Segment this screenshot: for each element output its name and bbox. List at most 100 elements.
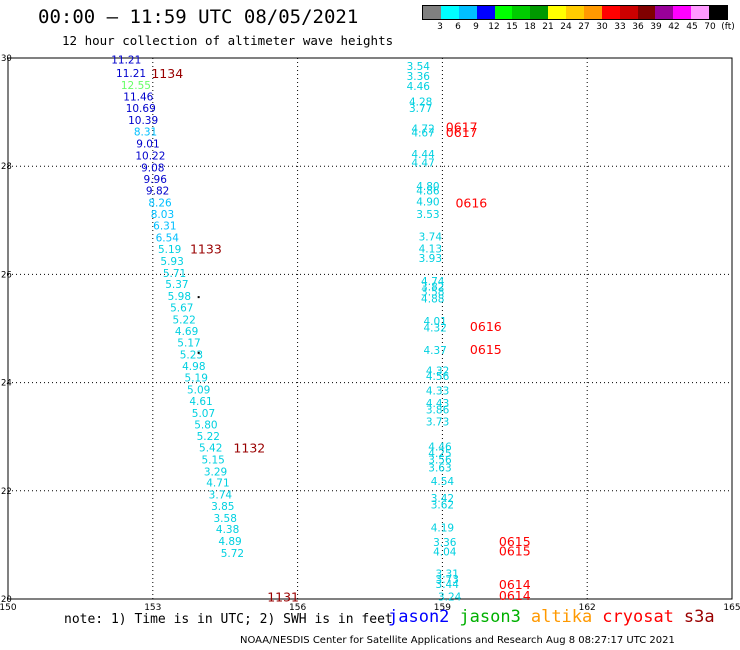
color-swatch <box>440 6 459 19</box>
wave-height-point: 4.46 <box>428 441 452 453</box>
color-scale-label: (ft) <box>721 22 735 32</box>
color-scale-label: 70 <box>704 22 716 32</box>
footer-note: note: 1) Time is in UTC; 2) SWH is in fe… <box>64 612 393 627</box>
wave-height-point: 5.17 <box>177 338 200 350</box>
color-scale-label: 18 <box>524 22 536 32</box>
wave-height-point: 4.61 <box>189 396 212 408</box>
color-swatch <box>655 6 674 19</box>
y-tick-label: 24 <box>1 379 12 389</box>
wave-height-point: 5.98 <box>168 291 191 303</box>
wave-height-point: 4.01 <box>423 316 446 328</box>
color-scale-label: 6 <box>455 22 461 32</box>
color-swatch <box>476 6 495 19</box>
wave-height-point: 4.80 <box>416 181 439 193</box>
wave-height-point: 5.22 <box>172 314 195 326</box>
legend-entry: s3a <box>683 607 715 627</box>
wave-height-point: 3.85 <box>211 501 234 513</box>
track-marker <box>197 296 200 299</box>
track-label: 0615 <box>499 534 531 549</box>
wave-height-point: 3.73 <box>426 417 449 429</box>
wave-height-point: 4.72 <box>411 123 434 135</box>
wave-height-point: 4.86 <box>416 186 440 198</box>
wave-height-point: 3.56 <box>428 454 452 466</box>
color-scale-label: 36 <box>632 22 644 32</box>
wave-height-point: 3.53 <box>416 209 439 221</box>
wave-height-point: 5.15 <box>201 454 224 466</box>
track-label: 0614 <box>499 577 531 592</box>
wave-height-point: 4.90 <box>416 196 439 208</box>
wave-height-point: 3.58 <box>421 287 444 299</box>
wave-height-point: 4.56 <box>426 371 450 383</box>
wave-height-point: 11.21 <box>111 55 141 67</box>
color-swatch <box>530 6 549 19</box>
wave-height-point: 3.29 <box>204 466 227 478</box>
wave-height-point: 4.25 <box>428 448 451 460</box>
wave-height-point: 5.22 <box>197 431 220 443</box>
wave-height-point: 3.74 <box>419 232 443 244</box>
x-tick-label: 153 <box>144 603 161 613</box>
y-tick-label: 20 <box>1 595 12 605</box>
track-marker <box>197 351 200 354</box>
wave-height-point: 3.74 <box>209 490 233 502</box>
color-swatch <box>512 6 531 19</box>
track-label: 0615 <box>470 342 502 357</box>
y-tick-label: 30 <box>1 54 12 64</box>
wave-height-point: 4.98 <box>182 361 205 373</box>
wave-height-point: 9.96 <box>144 174 168 186</box>
wave-height-point: 3.42 <box>431 493 454 505</box>
legend-entry: jason2 <box>388 607 450 627</box>
y-tick-label: 22 <box>1 487 12 497</box>
x-tick-label: 159 <box>434 603 451 613</box>
color-scale-label: 30 <box>596 22 608 32</box>
color-swatch <box>548 6 566 19</box>
color-scale-label: 9 <box>473 22 479 32</box>
color-scale-label: 39 <box>650 22 662 32</box>
footer-credit: NOAA/NESDIS Center for Satellite Applica… <box>240 635 675 646</box>
wave-height-point: 3.58 <box>214 513 237 525</box>
color-scale-label: 33 <box>614 22 626 32</box>
wave-height-point: 5.19 <box>158 244 181 256</box>
wave-height-point: 9.82 <box>146 186 169 198</box>
wave-height-point: 10.22 <box>135 150 165 162</box>
color-scale-label: 15 <box>506 22 518 32</box>
color-swatch <box>423 6 441 19</box>
wave-height-point: 5.07 <box>192 408 215 420</box>
wave-height-point: 10.39 <box>128 115 158 127</box>
color-swatch <box>494 6 513 19</box>
wave-height-point: 4.33 <box>426 386 449 398</box>
point-layer: 11.2111.2112.5511.4610.6910.398.319.0110… <box>111 55 531 605</box>
wave-height-point: 6.54 <box>156 233 180 245</box>
wave-height-point: 4.54 <box>431 476 455 488</box>
wave-height-point: 4.04 <box>433 546 457 558</box>
track-label: 0616 <box>470 319 502 334</box>
wave-height-point: 4.44 <box>411 149 435 161</box>
track-label: 1131 <box>267 589 299 604</box>
wave-height-point: 3.73 <box>436 574 459 586</box>
wave-height-point: 3.77 <box>409 103 432 115</box>
wave-height-point: 5.71 <box>163 268 186 280</box>
y-tick-label: 28 <box>1 162 12 172</box>
wave-height-point: 4.69 <box>175 326 198 338</box>
wave-height-point: 5.80 <box>194 419 217 431</box>
color-scale-label: 3 <box>437 22 443 32</box>
legend-entry: jason3 <box>459 607 521 627</box>
color-scale-label: 12 <box>488 22 500 32</box>
wave-height-point: 5.72 <box>221 548 244 560</box>
wave-height-point: 4.32 <box>426 366 449 378</box>
wave-height-point: 12.55 <box>121 80 151 92</box>
color-swatch <box>566 6 584 19</box>
wave-height-point: 5.67 <box>170 302 193 314</box>
wave-height-point: 11.46 <box>123 91 153 103</box>
wave-height-point: 3.44 <box>436 579 460 591</box>
wave-height-point: 4.71 <box>206 478 229 490</box>
color-swatch <box>583 6 602 19</box>
wave-height-point: 5.23 <box>180 349 203 361</box>
wave-height-point: 4.37 <box>423 345 446 357</box>
wave-height-point: 8.03 <box>151 209 174 221</box>
track-label: 1133 <box>190 241 222 256</box>
wave-height-point: 4.47 <box>411 157 434 169</box>
wave-height-point: 3.82 <box>421 281 444 293</box>
wave-height-point: 4.43 <box>426 398 449 410</box>
wave-height-point: 3.36 <box>407 71 431 83</box>
chart-title: 00:00 — 11:59 UTC 08/05/2021 <box>38 6 359 28</box>
